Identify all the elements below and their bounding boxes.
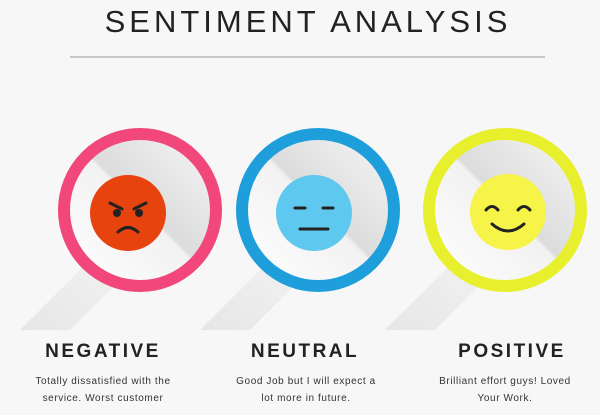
eye bbox=[135, 209, 143, 217]
neutral-card: NEUTRAL Good Job but I will expect a lot… bbox=[200, 128, 440, 404]
eyes bbox=[484, 205, 532, 212]
negative-card: NEGATIVE Totally dissatisfied with the s… bbox=[20, 128, 260, 404]
card-label: POSITIVE bbox=[458, 341, 566, 362]
mouth bbox=[490, 222, 526, 233]
card-label: NEUTRAL bbox=[251, 341, 359, 362]
emoji bbox=[276, 175, 352, 251]
eye bbox=[113, 209, 121, 217]
positive-card: POSITIVE Brilliant effort guys! Loved Yo… bbox=[385, 128, 600, 404]
mouth bbox=[116, 226, 140, 234]
emoji bbox=[90, 175, 166, 251]
card-text: Totally dissatisfied with the bbox=[35, 376, 170, 387]
card-text: Brilliant effort guys! Loved bbox=[439, 376, 571, 387]
title: SENTIMENT ANALYSIS bbox=[105, 4, 512, 39]
emoji bbox=[470, 174, 546, 250]
card-label: NEGATIVE bbox=[45, 341, 161, 362]
card-text: Good Job but I will expect a bbox=[236, 376, 376, 387]
card-text: lot more in future. bbox=[261, 393, 350, 404]
brows bbox=[108, 201, 148, 211]
card-text: Your Work. bbox=[478, 393, 533, 404]
card-text: service. Worst customer bbox=[43, 393, 164, 404]
